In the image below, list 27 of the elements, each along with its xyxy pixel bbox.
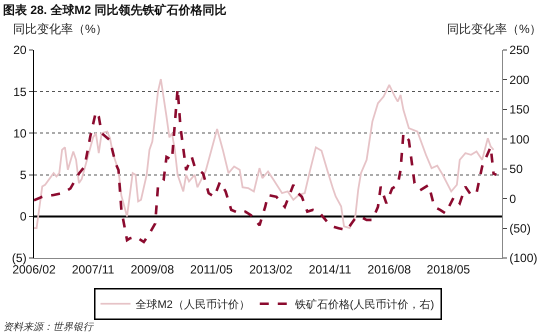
x-tick-label: 2016/08 (368, 262, 412, 276)
legend-label: 铁矿石价格(人民币计价，右) (294, 298, 434, 312)
x-tick-label: 2014/11 (308, 262, 352, 276)
y2-tick-label: 50 (509, 162, 524, 176)
x-tick-label: 2018/05 (426, 262, 470, 276)
y2-tick-label: (100) (509, 251, 538, 266)
y2-tick-label: 200 (509, 72, 530, 87)
x-tick-label: 2013/02 (249, 262, 293, 276)
y-axis-title: 同比变化率（%） (13, 22, 108, 36)
x-tick-label: 2007/11 (72, 262, 115, 276)
y2-tick-label: 0 (509, 192, 516, 206)
text: 资料来源：世界银行 (3, 321, 94, 333)
y2-tick-label: 100 (509, 132, 530, 146)
y-tick-label: 5 (20, 168, 27, 182)
y-tick-label: (5) (12, 251, 27, 266)
y-tick-label: 10 (13, 126, 27, 140)
x-tick-label: 2009/08 (130, 262, 174, 276)
x-tick-label: 2011/05 (190, 262, 233, 276)
y-tick-label: 15 (13, 84, 27, 99)
y2-tick-label: 150 (509, 102, 530, 117)
y2-tick-label: 250 (509, 43, 530, 58)
chart-title: 图表 28. 全球M2 同比领先铁矿石价格同比 (3, 3, 226, 17)
y-tick-label: 20 (13, 43, 27, 58)
y-tick-label: 0 (20, 210, 27, 224)
y2-axis-title: 同比变化率（%） (447, 22, 542, 36)
y2-tick-label: (50) (509, 221, 531, 236)
legend-label: 全球M2（人民币计价） (136, 298, 250, 312)
